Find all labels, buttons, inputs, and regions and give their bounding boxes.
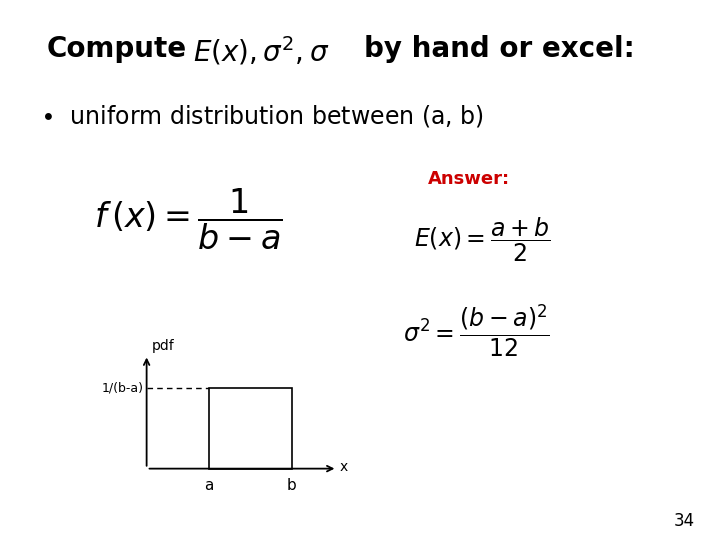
Text: $E(x) = \dfrac{a+b}{2}$: $E(x) = \dfrac{a+b}{2}$ [414,216,551,265]
Bar [209,388,292,469]
Text: $f\,(x) = \dfrac{1}{b-a}$: $f\,(x) = \dfrac{1}{b-a}$ [94,186,282,252]
Text: a: a [204,478,214,493]
Text: pdf: pdf [152,339,174,353]
Text: x: x [339,460,348,474]
Text: 34: 34 [674,512,695,530]
Text: b: b [287,478,297,493]
Text: 1/(b-a): 1/(b-a) [102,382,143,395]
Text: Compute: Compute [47,35,187,63]
Text: $\bullet$  uniform distribution between (a, b): $\bullet$ uniform distribution between (… [40,103,484,129]
Text: by hand or excel:: by hand or excel: [364,35,634,63]
Text: $\sigma^2 = \dfrac{(b-a)^2}{12}$: $\sigma^2 = \dfrac{(b-a)^2}{12}$ [403,302,550,359]
Text: $E(x),\sigma^2,\sigma$: $E(x),\sigma^2,\sigma$ [193,35,329,68]
Text: Answer:: Answer: [428,170,510,188]
